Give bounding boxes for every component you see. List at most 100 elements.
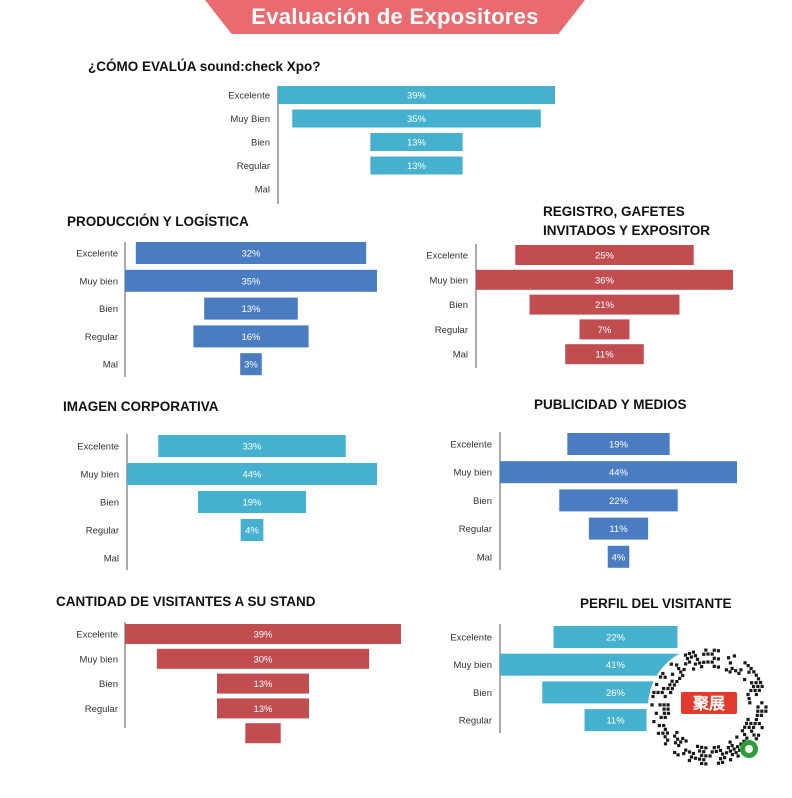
data-label: 39%: [407, 91, 427, 102]
qr-dot: [663, 715, 667, 720]
qr-dot: [679, 740, 683, 744]
qr-dot: [652, 690, 656, 695]
category-label: Bien: [449, 300, 468, 311]
qr-dot: [712, 746, 716, 750]
qr-dot: [666, 707, 670, 711]
qr-dot: [754, 737, 758, 741]
data-label: 3%: [244, 360, 258, 371]
qr-dot: [666, 738, 670, 742]
qr-dot: [682, 667, 686, 672]
qr-dot: [710, 750, 714, 754]
qr-dot: [669, 690, 673, 695]
data-label: 13%: [253, 704, 273, 715]
category-label: Regular: [435, 325, 468, 336]
qr-dot: [663, 694, 667, 699]
chart-title-line: ¿CÓMO EVALÚA sound:check Xpo?: [88, 59, 321, 74]
qr-dot: [702, 660, 706, 664]
category-label: Excelente: [426, 251, 468, 262]
qr-code-icon[interactable]: 聚展: [648, 646, 770, 768]
qr-dot: [706, 652, 710, 656]
category-label: Muy bien: [453, 468, 492, 479]
qr-dot: [750, 681, 754, 685]
qr-dot: [687, 758, 691, 763]
qr-dot: [659, 715, 663, 720]
category-label: Regular: [459, 524, 492, 535]
qr-dot: [754, 717, 758, 722]
qr-dot: [744, 721, 749, 726]
category-label: Excelente: [76, 630, 118, 641]
qr-dot: [724, 668, 728, 672]
data-label: 19%: [242, 498, 262, 509]
qr-dot: [665, 731, 670, 735]
data-label: 30%: [253, 654, 273, 665]
qr-dot: [749, 721, 753, 726]
data-label: 22%: [606, 633, 626, 644]
qr-dot: [691, 650, 696, 654]
qr-dot: [751, 684, 756, 689]
badge-label: 聚展: [692, 694, 726, 713]
qr-dot: [756, 733, 761, 737]
bar: [370, 133, 463, 151]
chart-title-cantidad: CANTIDAD DE VISITANTES A SU STAND: [56, 592, 316, 611]
qr-dot: [750, 729, 754, 733]
qr-dot: [749, 688, 753, 693]
qr-dot: [684, 662, 688, 666]
data-label: 11%: [606, 716, 625, 727]
qr-dot: [684, 739, 688, 743]
qr-dot: [669, 662, 673, 666]
data-label: 44%: [242, 470, 262, 481]
qr-dot: [662, 703, 666, 707]
qr-dot: [752, 733, 756, 737]
chart-title-line: PUBLICIDAD Y MEDIOS: [534, 397, 687, 412]
qr-dot: [672, 683, 677, 687]
qr-dot: [728, 758, 733, 762]
qr-dot: [668, 683, 672, 687]
qr-dot: [735, 735, 739, 739]
data-label: 13%: [241, 304, 261, 315]
chart-title-line: REGISTRO, GAFETES: [543, 204, 685, 219]
bar: [607, 545, 630, 568]
qr-dot: [675, 679, 679, 684]
qr-dot: [662, 686, 666, 691]
qr-dot: [738, 748, 742, 752]
qr-dot: [764, 705, 768, 709]
qr-dot: [728, 661, 732, 665]
qr-dot: [710, 652, 714, 656]
qr-dot: [734, 750, 738, 755]
category-label: Excelente: [450, 440, 492, 451]
data-label: 7%: [598, 325, 612, 336]
category-label: Mal: [103, 360, 118, 371]
qr-dot: [700, 753, 704, 758]
qr-dot: [666, 686, 670, 691]
qr-dot: [681, 673, 685, 678]
data-label: 35%: [241, 276, 261, 287]
data-label: 11%: [609, 524, 628, 535]
qr-dot: [658, 703, 662, 707]
chart-title-perfil: PERFIL DEL VISITANTE: [580, 594, 732, 613]
qr-dot: [759, 713, 763, 717]
qr-dot: [663, 735, 667, 739]
bar: [553, 626, 678, 648]
category-label: Muy bien: [79, 654, 118, 665]
data-label: 4%: [245, 526, 259, 537]
qr-dot: [691, 751, 696, 756]
qr-dot: [693, 654, 698, 658]
qr-dot: [748, 701, 752, 705]
qr-dot: [728, 670, 732, 674]
chart-title-imagen: IMAGEN CORPORATIVA: [63, 397, 219, 416]
qr-dot: [757, 721, 761, 726]
qr-dot: [683, 653, 688, 657]
qr-dot: [675, 737, 680, 741]
qr-dot: [695, 657, 700, 661]
qr-dot: [700, 665, 704, 669]
data-label: 13%: [407, 161, 427, 172]
qr-dot: [745, 736, 749, 740]
qr-dot: [704, 746, 708, 750]
qr-dot: [706, 660, 710, 664]
qr-dot: [693, 756, 698, 760]
qr-dot: [756, 684, 760, 689]
category-label: Excelente: [76, 249, 118, 260]
qr-dot: [742, 739, 746, 743]
category-label: Bien: [473, 688, 492, 699]
chart-title-line: CANTIDAD DE VISITANTES A SU STAND: [56, 594, 316, 609]
